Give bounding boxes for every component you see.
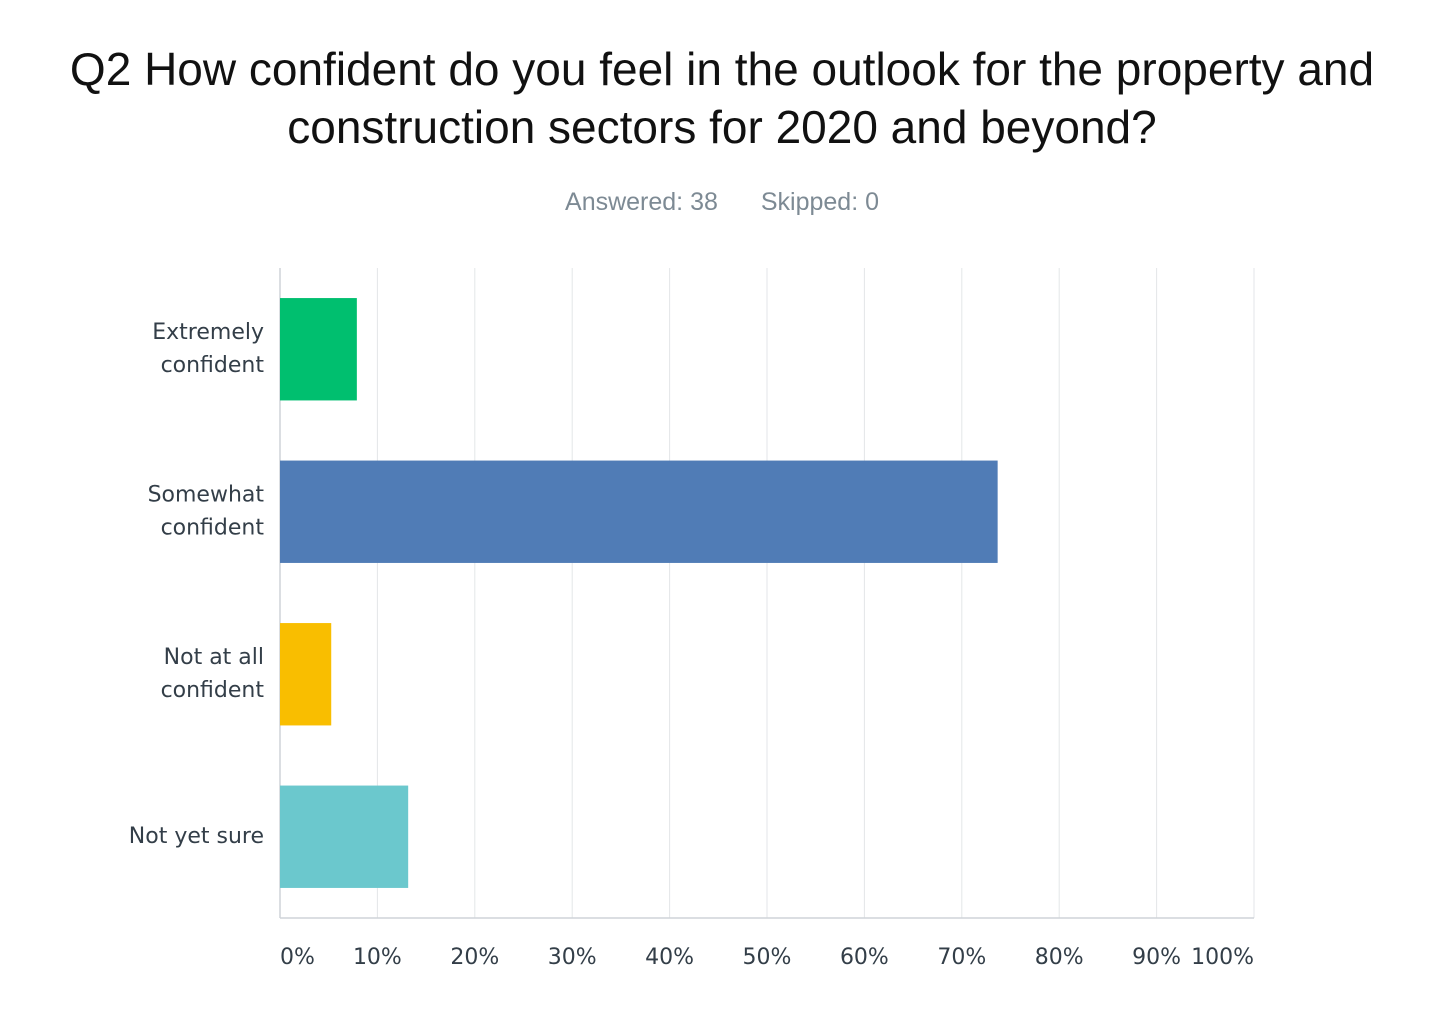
x-tick-label: 20% [450, 945, 499, 970]
x-tick-label: 70% [937, 945, 986, 970]
category-label: Extremely [152, 320, 264, 345]
x-tick-label: 60% [840, 945, 889, 970]
category-label: confident [161, 353, 265, 378]
x-tick-label: 40% [645, 945, 694, 970]
answered-count: Answered: 38 [565, 188, 718, 216]
x-tick-label: 90% [1132, 945, 1181, 970]
chart-title-line-1: Q2 How confident do you feel in the outl… [69, 43, 1375, 95]
category-label: Not at all [164, 645, 264, 670]
bar [280, 460, 998, 563]
x-tick-label: 30% [548, 945, 597, 970]
response-summary: Answered: 38 Skipped: 0 [0, 188, 1444, 217]
category-label: confident [161, 678, 265, 703]
category-label: Not yet sure [129, 824, 264, 849]
bar [280, 785, 409, 888]
chart-title: Q2 How confident do you feel in the outl… [0, 40, 1444, 156]
category-label: Somewhat [148, 482, 265, 507]
bar [280, 298, 357, 401]
x-tick-label: 50% [743, 945, 792, 970]
bar [280, 623, 332, 726]
chart-title-line-2: construction sectors for 2020 and beyond… [287, 101, 1157, 153]
x-tick-label: 10% [353, 945, 402, 970]
category-label: confident [161, 515, 265, 540]
x-tick-label: 80% [1035, 945, 1084, 970]
x-tick-label: 0% [280, 945, 315, 970]
x-tick-label: 100% [1191, 945, 1254, 970]
skipped-count: Skipped: 0 [760, 188, 879, 216]
